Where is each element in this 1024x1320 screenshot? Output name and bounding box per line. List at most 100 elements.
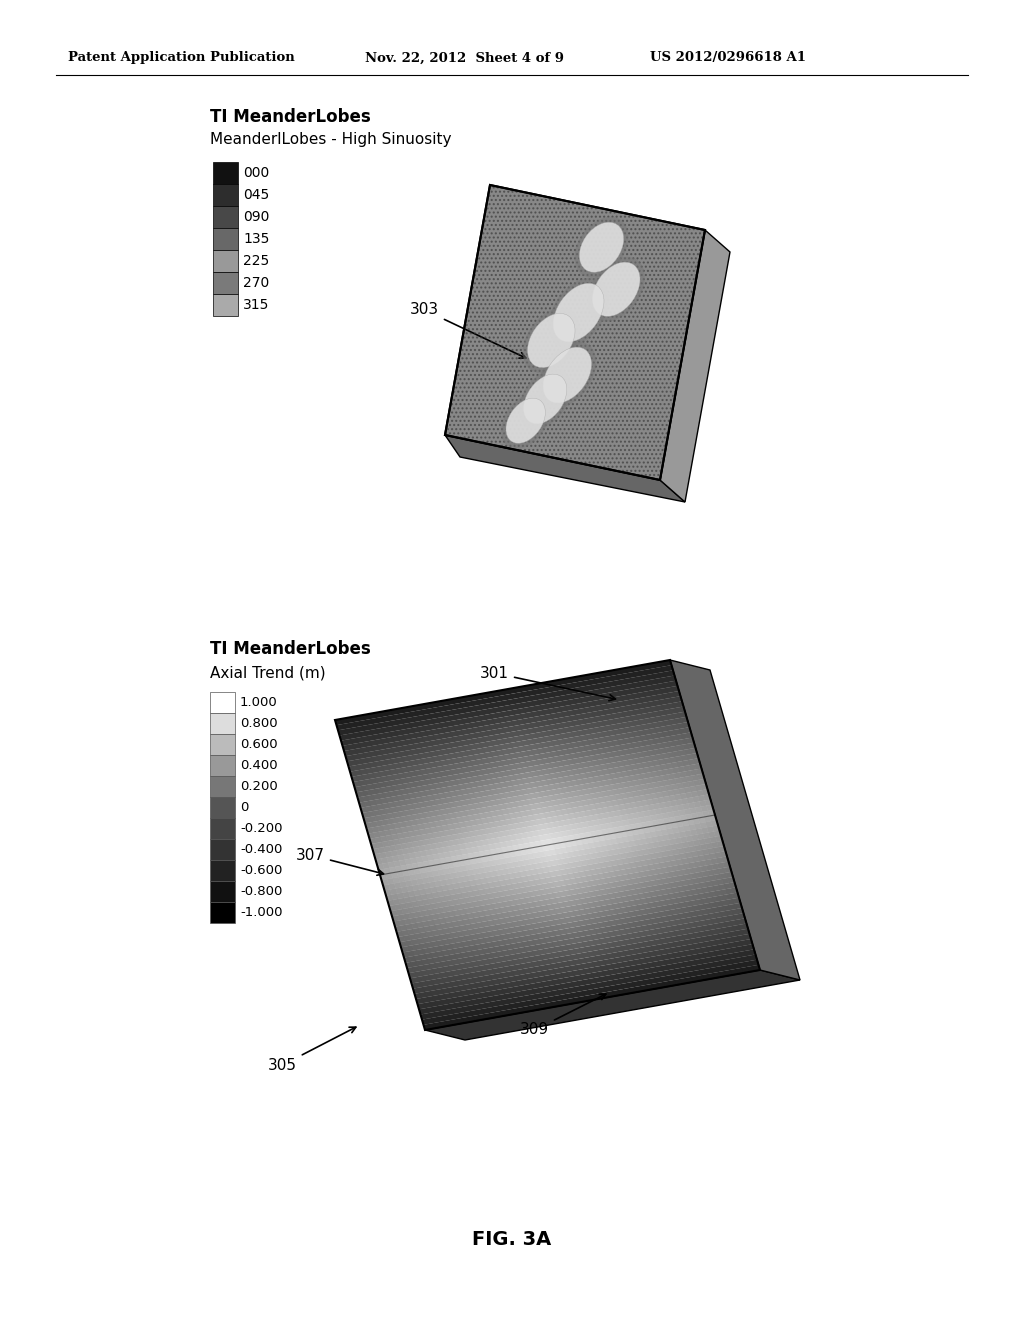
- Polygon shape: [362, 714, 459, 1026]
- Polygon shape: [536, 682, 632, 994]
- Polygon shape: [371, 784, 708, 849]
- Bar: [213, 206, 238, 228]
- Polygon shape: [424, 704, 520, 1014]
- Text: FIG. 3A: FIG. 3A: [472, 1230, 552, 1249]
- Polygon shape: [445, 185, 705, 480]
- Text: Axial Trend (m): Axial Trend (m): [210, 665, 326, 680]
- Polygon shape: [626, 667, 721, 978]
- Text: -1.000: -1.000: [240, 906, 283, 919]
- Ellipse shape: [519, 368, 571, 429]
- Text: 1.000: 1.000: [240, 696, 278, 709]
- Polygon shape: [368, 774, 705, 838]
- Polygon shape: [413, 705, 509, 1016]
- Polygon shape: [419, 704, 514, 1015]
- Bar: [210, 713, 234, 734]
- Polygon shape: [660, 230, 730, 502]
- Polygon shape: [357, 738, 694, 803]
- Polygon shape: [409, 913, 745, 978]
- Ellipse shape: [553, 284, 604, 342]
- Text: TI MeanderLobes: TI MeanderLobes: [210, 640, 371, 657]
- Polygon shape: [415, 933, 751, 999]
- Polygon shape: [430, 702, 525, 1012]
- Text: 0.400: 0.400: [240, 759, 278, 772]
- Text: 315: 315: [243, 298, 269, 312]
- Polygon shape: [410, 919, 746, 983]
- Polygon shape: [416, 939, 753, 1005]
- Text: -0.400: -0.400: [240, 843, 283, 855]
- Bar: [210, 840, 234, 861]
- Text: 045: 045: [243, 187, 269, 202]
- Text: 303: 303: [410, 302, 525, 358]
- Bar: [210, 902, 234, 923]
- Bar: [210, 797, 234, 818]
- Ellipse shape: [593, 263, 640, 317]
- Text: MeanderlLobes - High Sinuosity: MeanderlLobes - High Sinuosity: [210, 132, 452, 147]
- Text: 301: 301: [480, 665, 615, 701]
- Polygon shape: [597, 672, 693, 983]
- Polygon shape: [658, 661, 755, 972]
- Polygon shape: [647, 663, 743, 974]
- Polygon shape: [369, 713, 464, 1024]
- Polygon shape: [367, 768, 703, 834]
- Polygon shape: [581, 675, 676, 986]
- Polygon shape: [553, 680, 648, 991]
- Polygon shape: [374, 711, 470, 1023]
- Polygon shape: [418, 944, 754, 1010]
- Polygon shape: [425, 970, 800, 1040]
- Polygon shape: [412, 924, 748, 989]
- Polygon shape: [352, 715, 447, 1027]
- Polygon shape: [603, 671, 698, 982]
- Polygon shape: [530, 684, 626, 995]
- Bar: [213, 228, 238, 249]
- Ellipse shape: [543, 347, 592, 403]
- Text: 307: 307: [296, 847, 384, 875]
- Bar: [213, 272, 238, 294]
- Polygon shape: [398, 876, 734, 942]
- Text: 0: 0: [240, 801, 249, 814]
- Polygon shape: [370, 779, 706, 843]
- Polygon shape: [564, 678, 659, 989]
- Bar: [213, 183, 238, 206]
- Text: 309: 309: [520, 994, 606, 1038]
- Polygon shape: [347, 701, 683, 767]
- Polygon shape: [391, 709, 486, 1020]
- Polygon shape: [359, 743, 695, 808]
- Text: 0.600: 0.600: [240, 738, 278, 751]
- Polygon shape: [338, 671, 675, 735]
- Polygon shape: [413, 929, 750, 994]
- Polygon shape: [441, 700, 537, 1011]
- Bar: [213, 249, 238, 272]
- Polygon shape: [374, 795, 711, 859]
- Polygon shape: [653, 663, 749, 973]
- Polygon shape: [335, 719, 430, 1030]
- Polygon shape: [404, 898, 740, 962]
- Polygon shape: [406, 903, 742, 968]
- Polygon shape: [379, 810, 715, 875]
- Polygon shape: [362, 752, 698, 818]
- Polygon shape: [569, 677, 665, 987]
- Polygon shape: [419, 949, 756, 1015]
- Bar: [213, 294, 238, 315]
- Polygon shape: [383, 825, 720, 891]
- Polygon shape: [435, 701, 531, 1012]
- Polygon shape: [620, 668, 716, 979]
- Text: 0.200: 0.200: [240, 780, 278, 793]
- Polygon shape: [376, 800, 712, 865]
- Polygon shape: [345, 696, 682, 762]
- Polygon shape: [608, 671, 705, 981]
- Polygon shape: [380, 711, 475, 1022]
- Polygon shape: [665, 660, 760, 972]
- Polygon shape: [396, 708, 492, 1019]
- Polygon shape: [387, 841, 724, 906]
- Polygon shape: [399, 882, 736, 948]
- Ellipse shape: [580, 222, 624, 272]
- Polygon shape: [341, 681, 678, 746]
- Polygon shape: [348, 706, 685, 772]
- Text: 0.800: 0.800: [240, 717, 278, 730]
- Polygon shape: [389, 846, 725, 911]
- Bar: [210, 734, 234, 755]
- Polygon shape: [393, 862, 730, 927]
- Text: 225: 225: [243, 253, 269, 268]
- Polygon shape: [344, 690, 681, 756]
- Ellipse shape: [506, 399, 546, 444]
